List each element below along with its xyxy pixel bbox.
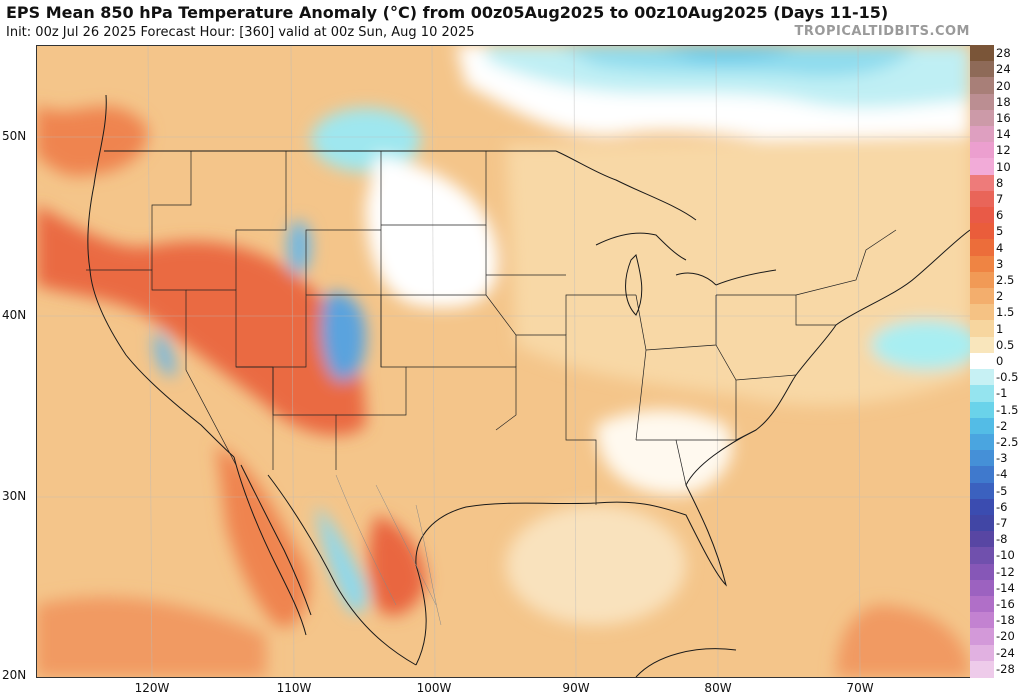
lon-label-100w: 100W — [416, 681, 452, 695]
colorbar-tick-label: -0.5 — [996, 370, 1019, 385]
map-subtitle: Init: 00z Jul 26 2025 Forecast Hour: [36… — [6, 25, 475, 40]
lon-label-110w: 110W — [276, 681, 312, 695]
lat-label-30n: 30N — [2, 489, 27, 503]
colorbar-tick-label: 1.5 — [996, 305, 1015, 320]
colorbar-tick-label: -24 — [996, 645, 1015, 660]
map-title: EPS Mean 850 hPa Temperature Anomaly (°C… — [6, 3, 889, 22]
colorbar-tick-label: -8 — [996, 532, 1008, 547]
colorbar-tick-label: 6 — [996, 208, 1004, 223]
brand-watermark: TROPICALTIDBITS.COM — [794, 24, 970, 39]
colorbar-tick-label: 2 — [996, 289, 1004, 304]
anomaly-field — [36, 45, 970, 677]
colorbar-tick-label: -1.5 — [996, 402, 1019, 417]
colorbar-swatch — [970, 595, 994, 613]
colorbar-tick-label: 5 — [996, 224, 1004, 239]
colorbar-swatch — [970, 369, 994, 386]
colorbar-swatch — [970, 466, 994, 484]
colorbar-swatch — [970, 514, 994, 532]
colorbar-swatch — [970, 223, 994, 241]
colorbar-swatch — [970, 482, 994, 500]
colorbar-swatch — [970, 660, 994, 678]
colorbar-tick-label: -28 — [996, 661, 1015, 676]
colorbar-swatch — [970, 126, 994, 143]
colorbar-swatch — [970, 385, 994, 403]
colorbar-tick-label: -18 — [996, 613, 1015, 628]
colorbar-swatch — [970, 45, 994, 62]
colorbar-swatch — [970, 77, 994, 95]
colorbar-swatch — [970, 547, 994, 565]
colorbar-swatch — [970, 531, 994, 548]
colorbar-tick-label: -6 — [996, 499, 1008, 514]
colorbar-tick-label: -20 — [996, 629, 1015, 644]
colorbar-tick-label: 28 — [996, 46, 1011, 61]
colorbar-swatch — [970, 158, 994, 176]
colorbar-swatch — [970, 450, 994, 467]
lon-label-80w: 80W — [704, 681, 732, 695]
colorbar-swatch — [970, 417, 994, 435]
colorbar-tick-label: -2 — [996, 418, 1008, 433]
lon-label-70w: 70W — [846, 681, 874, 695]
colorbar-swatch — [970, 304, 994, 322]
colorbar-tick-label: -14 — [996, 580, 1015, 595]
lat-label-50n: 50N — [2, 129, 27, 143]
colorbar-swatch — [970, 628, 994, 646]
lon-label-120w: 120W — [134, 681, 170, 695]
colorbar-swatch — [970, 239, 994, 257]
colorbar-tick-label: 10 — [996, 159, 1011, 174]
colorbar-tick-label: 3 — [996, 256, 1004, 271]
colorbar-tick-label: -1 — [996, 386, 1008, 401]
lon-label-90w: 90W — [562, 681, 590, 695]
lat-label-20n: 20N — [2, 668, 27, 682]
colorbar-swatch — [970, 271, 994, 289]
colorbar-tick-label: 7 — [996, 191, 1004, 206]
anomaly-map — [36, 45, 970, 677]
colorbar-swatch — [970, 207, 994, 224]
colorbar-tick-label: -3 — [996, 451, 1008, 466]
colorbar-tick-label: -4 — [996, 467, 1008, 482]
colorbar-tick-label: -16 — [996, 597, 1015, 612]
colorbar-tick-label: 14 — [996, 127, 1011, 142]
colorbar-swatch — [970, 255, 994, 273]
colorbar-swatch — [970, 498, 994, 516]
lat-label-40n: 40N — [2, 308, 27, 322]
colorbar-tick-label: 0 — [996, 354, 1004, 368]
colorbar-tick-label: 1 — [996, 321, 1004, 336]
colorbar-tick-label: -7 — [996, 516, 1008, 531]
colorbar-swatch — [970, 612, 994, 629]
colorbar-swatch — [970, 288, 994, 305]
colorbar-swatch — [970, 61, 994, 78]
colorbar-tick-label: -12 — [996, 564, 1015, 579]
colorbar-tick-label: 0.5 — [996, 337, 1015, 352]
colorbar-swatch — [970, 93, 994, 111]
colorbar-swatch — [970, 320, 994, 338]
colorbar-swatch — [970, 563, 994, 581]
colorbar-swatch — [970, 174, 994, 192]
colorbar-tick-label: 4 — [996, 240, 1004, 255]
colorbar-tick-label: 24 — [996, 62, 1011, 77]
colorbar-tick-label: -5 — [996, 483, 1008, 498]
colorbar-tick-label: 20 — [996, 78, 1011, 93]
colorbar-tick-label: 16 — [996, 110, 1011, 125]
colorbar — [970, 45, 994, 678]
colorbar-swatch — [970, 142, 994, 160]
colorbar-swatch — [970, 401, 994, 419]
colorbar-tick-label: 18 — [996, 94, 1011, 109]
colorbar-swatch — [970, 190, 994, 208]
colorbar-swatch — [970, 579, 994, 597]
colorbar-swatch — [970, 644, 994, 662]
colorbar-swatch — [970, 109, 994, 127]
colorbar-swatch — [970, 433, 994, 451]
colorbar-tick-label: -10 — [996, 548, 1015, 563]
colorbar-tick-label: 2.5 — [996, 272, 1015, 287]
colorbar-swatch — [970, 352, 994, 370]
colorbar-tick-label: 8 — [996, 175, 1004, 190]
colorbar-tick-label: -2.5 — [996, 435, 1019, 450]
colorbar-tick-label: 12 — [996, 143, 1011, 158]
colorbar-swatch — [970, 336, 994, 354]
